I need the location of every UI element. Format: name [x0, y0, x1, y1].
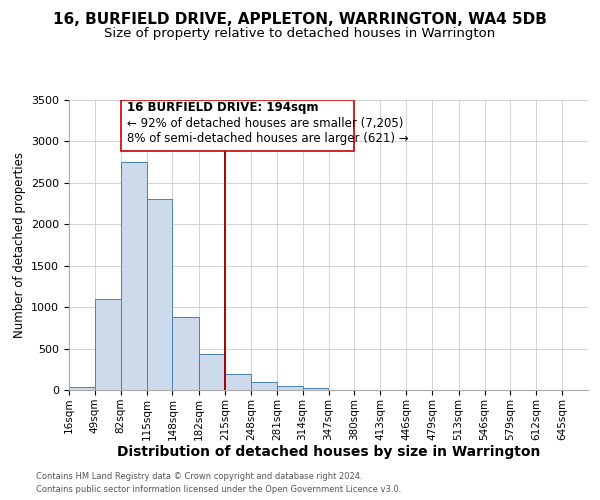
- Text: ← 92% of detached houses are smaller (7,205): ← 92% of detached houses are smaller (7,…: [127, 116, 403, 130]
- Text: Contains public sector information licensed under the Open Government Licence v3: Contains public sector information licen…: [36, 485, 401, 494]
- Bar: [251, 382, 277, 390]
- Bar: [199, 354, 225, 390]
- Text: 8% of semi-detached houses are larger (621) →: 8% of semi-detached houses are larger (6…: [127, 132, 409, 145]
- Y-axis label: Number of detached properties: Number of detached properties: [13, 152, 26, 338]
- Text: Contains HM Land Registry data © Crown copyright and database right 2024.: Contains HM Land Registry data © Crown c…: [36, 472, 362, 481]
- Bar: [121, 162, 146, 390]
- X-axis label: Distribution of detached houses by size in Warrington: Distribution of detached houses by size …: [117, 446, 540, 460]
- Bar: [121, 100, 355, 152]
- Bar: [172, 317, 199, 390]
- Bar: [146, 200, 172, 390]
- Bar: [225, 374, 251, 390]
- Bar: [69, 386, 95, 390]
- Bar: [302, 388, 329, 390]
- Text: 16 BURFIELD DRIVE: 194sqm: 16 BURFIELD DRIVE: 194sqm: [127, 101, 319, 114]
- Text: Size of property relative to detached houses in Warrington: Size of property relative to detached ho…: [104, 28, 496, 40]
- Text: 16, BURFIELD DRIVE, APPLETON, WARRINGTON, WA4 5DB: 16, BURFIELD DRIVE, APPLETON, WARRINGTON…: [53, 12, 547, 28]
- Bar: [277, 386, 302, 390]
- Bar: [95, 299, 121, 390]
